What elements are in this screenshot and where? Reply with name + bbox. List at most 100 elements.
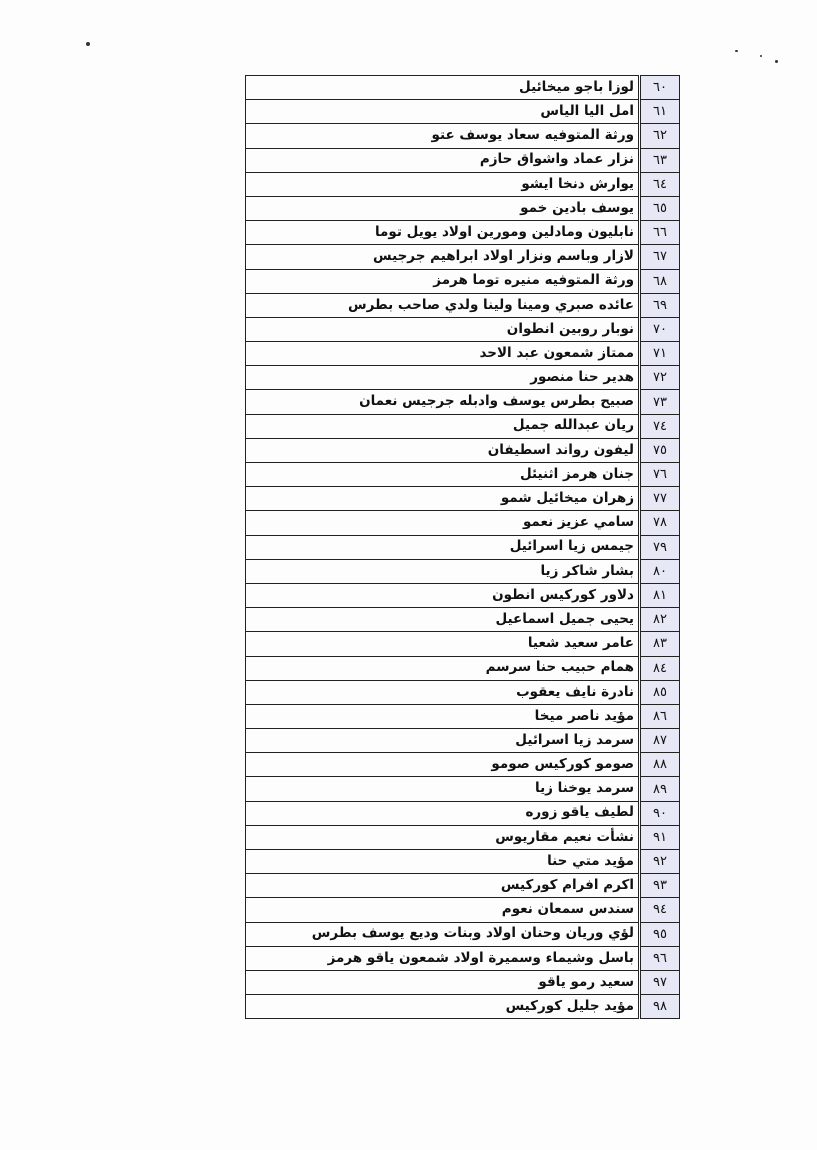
row-name: صبيح بطرس يوسف وادبله جرجيس نعمان	[245, 389, 640, 415]
row-number: ٩٨	[638, 994, 680, 1020]
table-row: ٨٤ همام حبيب حنا سرسم	[245, 655, 680, 681]
table-row: ٧٣ صبيح بطرس يوسف وادبله جرجيس نعمان	[245, 389, 680, 415]
row-name: سامي عزيز نعمو	[245, 510, 640, 536]
row-name: زهران ميخائيل شمو	[245, 486, 640, 512]
row-number: ٩٧	[638, 969, 680, 996]
table-row: ٩٣ اكرم افرام كوركيس	[245, 873, 680, 899]
row-name: ريان عبدالله جميل	[245, 413, 640, 439]
row-number: ٨٧	[638, 728, 680, 754]
table-row: ٨٠ بشار شاكر زيا	[245, 558, 680, 584]
table-row: ٧٦ جنان هرمز اثنيئل	[245, 461, 680, 488]
row-name: جنان هرمز اثنيئل	[245, 461, 640, 488]
row-name: مؤيد ناصر ميخا	[245, 703, 640, 730]
table-row: ٨٧ سرمد زيا اسرائيل	[245, 728, 680, 754]
table-row: ٧٢ هدير حنا منصور	[245, 365, 680, 391]
table-row: ٦٥ يوسف بادين خمو	[245, 195, 680, 222]
row-number: ٦٢	[638, 123, 680, 149]
row-number: ٨٩	[638, 776, 680, 802]
row-name: سرمد يوخنا زيا	[245, 776, 640, 802]
row-number: ٦٨	[638, 268, 680, 294]
row-number: ٨٥	[638, 679, 680, 705]
names-table-body: ٦٠ لوزا باجو ميخائيل ٦١ امل اليا الياس ٦٢ ورث…	[245, 74, 680, 1020]
row-name: لوزا باجو ميخائيل	[245, 74, 640, 101]
row-name: جيمس زيا اسرائيل	[245, 534, 640, 560]
row-name: ورثة المتوفيه سعاد يوسف عتو	[245, 123, 640, 149]
table-row: ٧١ ممتاز شمعون عبد الاحد	[245, 341, 680, 367]
table-row: ٨٦ مؤيد ناصر ميخا	[245, 703, 680, 730]
row-number: ٦٩	[638, 292, 680, 318]
row-name: سندس سمعان نعوم	[245, 897, 640, 923]
scan-speck	[760, 55, 762, 57]
row-name: عامر سعيد شعيا	[245, 631, 640, 657]
table-row: ٦٤ يوارش دنخا ايشو	[245, 171, 680, 197]
row-number: ٨٦	[638, 703, 680, 730]
row-name: همام حبيب حنا سرسم	[245, 655, 640, 681]
row-name: امل اليا الياس	[245, 99, 640, 125]
row-name: يوسف بادين خمو	[245, 195, 640, 222]
row-number: ٦٥	[638, 195, 680, 222]
row-name: مؤيد جليل كوركيس	[245, 994, 640, 1020]
row-name: نزار عماد واشواق حازم	[245, 147, 640, 173]
row-name: صومو كوركيس صومو	[245, 752, 640, 778]
row-number: ٩١	[638, 824, 680, 851]
row-number: ٧٦	[638, 461, 680, 488]
row-name: سرمد زيا اسرائيل	[245, 728, 640, 754]
table-row: ٦٦ نابليون ومادلين ومورين اولاد يويل توما	[245, 220, 680, 246]
row-number: ٩٦	[638, 945, 680, 971]
table-row: ٨٥ نادرة نايف يعقوب	[245, 679, 680, 705]
row-number: ٧٤	[638, 413, 680, 439]
scan-speck	[775, 60, 778, 63]
row-number: ٨٣	[638, 631, 680, 657]
row-name: باسل وشيماء وسميرة اولاد شمعون ياقو هرمز	[245, 945, 640, 971]
row-number: ٧٣	[638, 389, 680, 415]
row-number: ٨٢	[638, 607, 680, 633]
row-number: ٨١	[638, 582, 680, 609]
table-row: ٧٤ ريان عبدالله جميل	[245, 413, 680, 439]
row-name: ممتاز شمعون عبد الاحد	[245, 341, 640, 367]
row-number: ٧٧	[638, 486, 680, 512]
table-row: ٧٨ سامي عزيز نعمو	[245, 510, 680, 536]
table-row: ٩١ نشأت نعيم مقاريوس	[245, 824, 680, 851]
row-name: بشار شاكر زيا	[245, 558, 640, 584]
scan-speck	[86, 42, 90, 46]
row-name: يوارش دنخا ايشو	[245, 171, 640, 197]
row-name: اكرم افرام كوركيس	[245, 873, 640, 899]
table-row: ٦٧ لازار وباسم ونزار اولاد ابراهيم جرجيس	[245, 244, 680, 270]
row-name: نشأت نعيم مقاريوس	[245, 824, 640, 851]
row-number: ٦٣	[638, 147, 680, 173]
table-row: ٩٨ مؤيد جليل كوركيس	[245, 994, 680, 1020]
row-number: ٦٤	[638, 171, 680, 197]
table-row: ٨٢ يحيى جميل اسماعيل	[245, 607, 680, 633]
row-number: ٩٤	[638, 897, 680, 923]
row-name: نادرة نايف يعقوب	[245, 679, 640, 705]
row-name: ورثة المتوفيه منيره توما هرمز	[245, 268, 640, 294]
row-number: ٧٩	[638, 534, 680, 560]
row-number: ٧٨	[638, 510, 680, 536]
table-row: ٨٨ صومو كوركيس صومو	[245, 752, 680, 778]
row-number: ٨٤	[638, 655, 680, 681]
table-row: ٩٢ مؤيد متي حنا	[245, 848, 680, 875]
row-name: لؤي وريان وحنان اولاد وبنات وديع يوسف بط…	[245, 921, 640, 947]
row-number: ٩٠	[638, 800, 680, 826]
row-number: ٩٣	[638, 873, 680, 899]
row-number: ٩٢	[638, 848, 680, 875]
table-row: ٧٩ جيمس زيا اسرائيل	[245, 534, 680, 560]
row-number: ٨٠	[638, 558, 680, 584]
row-number: ٨٨	[638, 752, 680, 778]
table-row: ٨١ دلاور كوركيس انطون	[245, 582, 680, 609]
names-table: ٦٠ لوزا باجو ميخائيل ٦١ امل اليا الياس ٦٢ ورث…	[245, 74, 680, 1020]
table-row: ٦٨ ورثة المتوفيه منيره توما هرمز	[245, 268, 680, 294]
row-name: نابليون ومادلين ومورين اولاد يويل توما	[245, 220, 640, 246]
table-row: ٩٥ لؤي وريان وحنان اولاد وبنات وديع يوسف …	[245, 921, 680, 947]
row-name: لازار وباسم ونزار اولاد ابراهيم جرجيس	[245, 244, 640, 270]
row-name: ليفون رواند اسطيفان	[245, 437, 640, 464]
row-name: يحيى جميل اسماعيل	[245, 607, 640, 633]
row-number: ٦٠	[638, 74, 680, 101]
table-row: ٧٥ ليفون رواند اسطيفان	[245, 437, 680, 464]
row-name: لطيف ياقو زوره	[245, 800, 640, 826]
row-number: ٧٠	[638, 316, 680, 343]
table-row: ٨٩ سرمد يوخنا زيا	[245, 776, 680, 802]
table-row: ٦٠ لوزا باجو ميخائيل	[245, 74, 680, 101]
table-row: ٦٩ عائده صبري ومينا ولينا ولدي صاحب بطرس	[245, 292, 680, 318]
row-name: نوبار روبين انطوان	[245, 316, 640, 343]
